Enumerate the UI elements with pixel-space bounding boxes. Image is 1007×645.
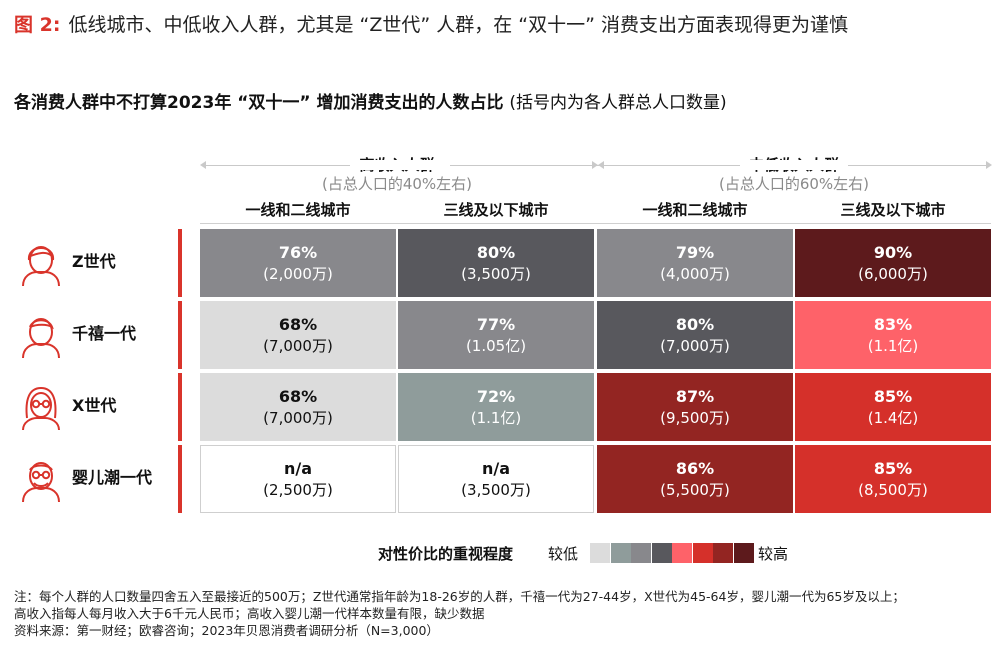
cell-population: (1.4亿) (867, 408, 919, 427)
legend-title: 对性价比的重视程度 (378, 545, 514, 563)
chart-title-text: 各消费人群中不打算2023年 “双十一” 增加消费支出的人数占比 (14, 93, 504, 113)
row-accent-bar (178, 301, 182, 369)
group-bracket-line (204, 165, 352, 166)
cell-percentage: 80% (476, 242, 516, 262)
heatmap-cell: n/a (3,500万) (398, 445, 594, 513)
cell-population: (2,500万) (263, 480, 333, 499)
heatmap-cell: 87% (9,500万) (597, 373, 793, 441)
cell-population: (9,500万) (660, 408, 730, 427)
cell-percentage: 72% (476, 386, 516, 406)
arrow-left-icon (200, 161, 206, 169)
cell-percentage: 76% (278, 242, 318, 262)
woman-glasses-icon (15, 380, 67, 436)
cell-population: (8,500万) (858, 480, 928, 499)
heatmap-cell: 72% (1.1亿) (398, 373, 594, 441)
millennial-person-icon (15, 308, 67, 364)
cell-population: (5,500万) (660, 480, 730, 499)
arrow-right-icon (986, 161, 992, 169)
cell-percentage: 85% (873, 386, 913, 406)
cell-population: (7,000万) (263, 336, 333, 355)
heatmap-cell: 77% (1.05亿) (398, 301, 594, 369)
cell-percentage: 86% (675, 458, 715, 478)
cell-percentage: 79% (675, 242, 715, 262)
row-label: X世代 (72, 396, 117, 415)
figure-caption: 图 2: 低线城市、中低收入人群，尤其是 “Z世代” 人群，在 “双十一” 消费支… (14, 10, 848, 37)
cell-percentage: n/a (283, 458, 313, 478)
cell-population: (1.1亿) (470, 408, 522, 427)
heatmap-cell: 80% (3,500万) (398, 229, 594, 297)
legend-swatch (713, 543, 733, 563)
arrow-right-icon (592, 161, 598, 169)
bracket-gap (740, 160, 848, 170)
cell-population: (1.1亿) (867, 336, 919, 355)
row-label: Z世代 (72, 252, 116, 271)
cell-population: (7,000万) (263, 408, 333, 427)
column-header: 三线及以下城市 (840, 201, 946, 219)
cell-percentage: 68% (278, 314, 318, 334)
cell-percentage: 90% (873, 242, 913, 262)
heatmap-cell: 68% (7,000万) (200, 373, 396, 441)
footnote: 注：每个人群的人口数量四舍五入至最接近的500万；Z世代通常指年龄为18-26岁… (14, 589, 905, 604)
chart-title: 各消费人群中不打算2023年 “双十一” 增加消费支出的人数占比 (括号内为各人… (14, 88, 727, 113)
header-divider (200, 223, 991, 224)
income-group-share: (占总人口的60%左右) (718, 175, 870, 193)
row-accent-bar (178, 445, 182, 513)
legend-swatch (631, 543, 651, 563)
cell-percentage: 83% (873, 314, 913, 334)
column-header: 一线和二线城市 (245, 201, 351, 219)
chart-subtitle: (括号内为各人群总人口数量) (509, 93, 727, 113)
figure-number: 图 2: (14, 14, 61, 36)
legend-swatch (733, 543, 754, 563)
elder-person-glasses-icon (15, 452, 67, 508)
legend-swatch (651, 543, 672, 563)
cell-percentage: 68% (278, 386, 318, 406)
cell-population: (6,000万) (858, 264, 928, 283)
heatmap-cell: 68% (7,000万) (200, 301, 396, 369)
heatmap-cell: 85% (8,500万) (795, 445, 991, 513)
cell-percentage: 87% (675, 386, 715, 406)
figure-caption-text: 低线城市、中低收入人群，尤其是 “Z世代” 人群，在 “双十一” 消费支出方面表… (68, 14, 848, 36)
cell-population: (3,500万) (461, 264, 531, 283)
footnote: 高收入指每人每月收入大于6千元人民币；高收入婴儿潮一代样本数量有限，缺少数据 (14, 606, 485, 621)
legend-swatch (672, 543, 692, 563)
row-accent-bar (178, 373, 182, 441)
group-bracket-line (848, 165, 987, 166)
heatmap-cell: 76% (2,000万) (200, 229, 396, 297)
heatmap-cell: n/a (2,500万) (200, 445, 396, 513)
row-accent-bar (178, 229, 182, 297)
heatmap-cell: 85% (1.4亿) (795, 373, 991, 441)
cell-percentage: 85% (873, 458, 913, 478)
cell-percentage: n/a (481, 458, 511, 478)
column-header: 三线及以下城市 (443, 201, 549, 219)
cell-population: (1.05亿) (465, 336, 527, 355)
cell-population: (3,500万) (461, 480, 531, 499)
legend-swatch (590, 543, 610, 563)
row-label: 婴儿潮一代 (72, 468, 153, 487)
legend-low-label: 较低 (548, 545, 579, 563)
heatmap-cell: 83% (1.1亿) (795, 301, 991, 369)
heatmap-cell: 86% (5,500万) (597, 445, 793, 513)
bracket-gap (350, 160, 450, 170)
arrow-left-icon (598, 161, 604, 169)
legend-swatch (692, 543, 713, 563)
legend-high-label: 较高 (758, 545, 789, 563)
row-label: 千禧一代 (72, 324, 137, 343)
cell-population: (7,000万) (660, 336, 730, 355)
heatmap-cell: 80% (7,000万) (597, 301, 793, 369)
cell-population: (4,000万) (660, 264, 730, 283)
young-person-icon (15, 236, 67, 292)
cell-percentage: 77% (476, 314, 516, 334)
source-note: 资料来源：第一财经；欧睿咨询；2023年贝恩消费者调研分析（N=3,000） (14, 623, 439, 638)
heatmap-cell: 79% (4,000万) (597, 229, 793, 297)
legend-swatch (610, 543, 631, 563)
column-header: 一线和二线城市 (642, 201, 748, 219)
heatmap-cell: 90% (6,000万) (795, 229, 991, 297)
cell-population: (2,000万) (263, 264, 333, 283)
cell-percentage: 80% (675, 314, 715, 334)
income-group-share: (占总人口的40%左右) (321, 175, 473, 193)
